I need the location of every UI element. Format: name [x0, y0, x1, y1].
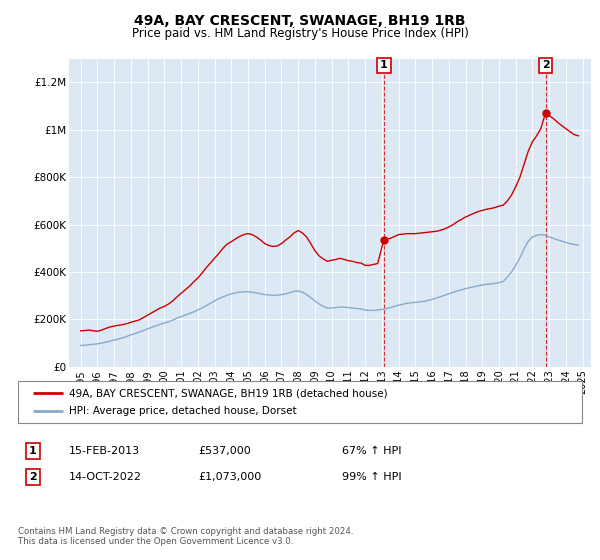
Text: 99% ↑ HPI: 99% ↑ HPI — [342, 472, 401, 482]
Text: £1,073,000: £1,073,000 — [198, 472, 261, 482]
Text: 1: 1 — [380, 60, 388, 71]
Text: 1: 1 — [29, 446, 37, 456]
Text: 67% ↑ HPI: 67% ↑ HPI — [342, 446, 401, 456]
Text: 2: 2 — [542, 60, 550, 71]
Text: 49A, BAY CRESCENT, SWANAGE, BH19 1RB (detached house): 49A, BAY CRESCENT, SWANAGE, BH19 1RB (de… — [69, 389, 388, 398]
Text: Contains HM Land Registry data © Crown copyright and database right 2024.
This d: Contains HM Land Registry data © Crown c… — [18, 526, 353, 546]
Text: Price paid vs. HM Land Registry's House Price Index (HPI): Price paid vs. HM Land Registry's House … — [131, 27, 469, 40]
Text: HPI: Average price, detached house, Dorset: HPI: Average price, detached house, Dors… — [69, 406, 296, 416]
Text: 49A, BAY CRESCENT, SWANAGE, BH19 1RB: 49A, BAY CRESCENT, SWANAGE, BH19 1RB — [134, 14, 466, 28]
Text: 14-OCT-2022: 14-OCT-2022 — [69, 472, 142, 482]
Text: 2: 2 — [29, 472, 37, 482]
Text: 15-FEB-2013: 15-FEB-2013 — [69, 446, 140, 456]
Text: £537,000: £537,000 — [198, 446, 251, 456]
